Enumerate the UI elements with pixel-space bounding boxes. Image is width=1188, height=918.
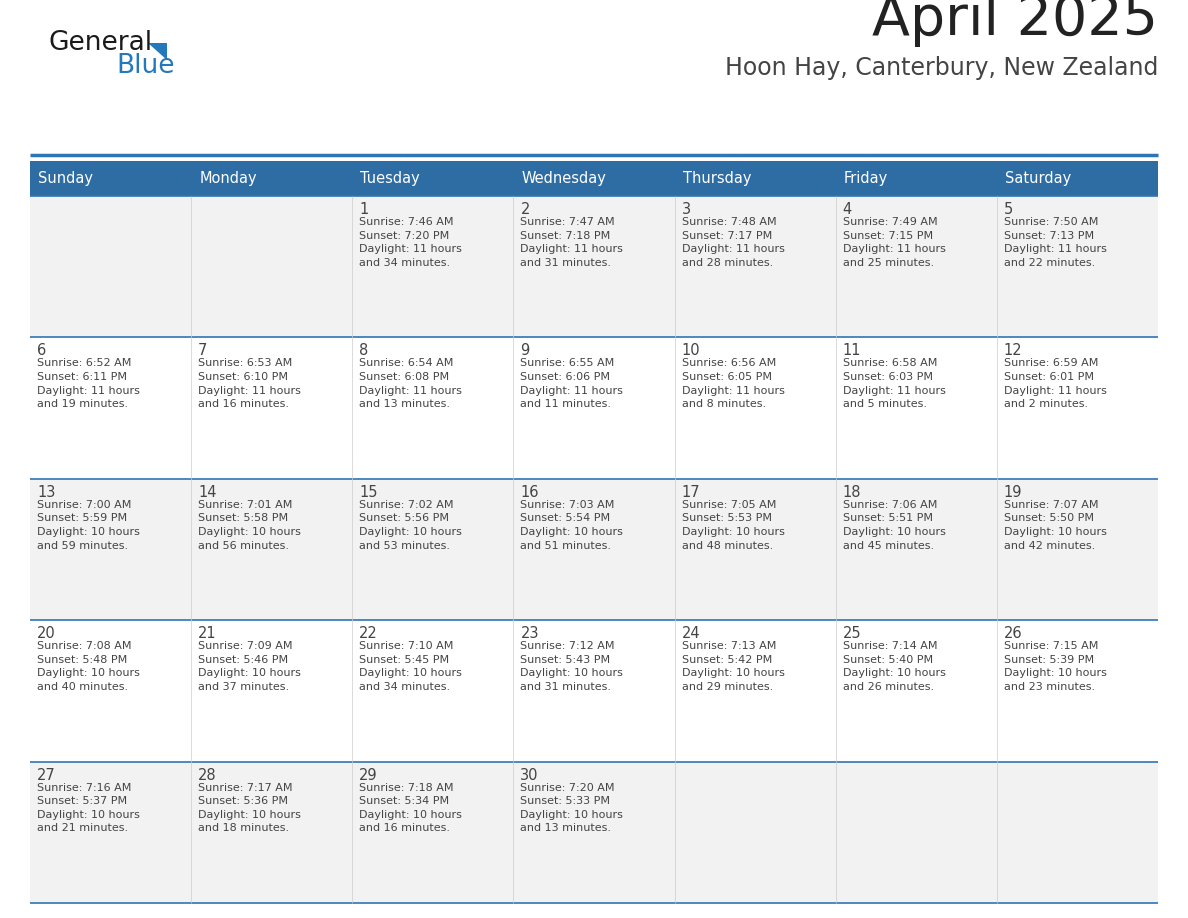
Bar [30, 621, 1158, 762]
Text: 28: 28 [198, 767, 216, 783]
Text: 22: 22 [359, 626, 378, 641]
Text: Sunrise: 7:18 AM
Sunset: 5:34 PM
Daylight: 10 hours
and 16 minutes.: Sunrise: 7:18 AM Sunset: 5:34 PM Dayligh… [359, 783, 462, 834]
Text: Sunrise: 7:03 AM
Sunset: 5:54 PM
Daylight: 10 hours
and 51 minutes.: Sunrise: 7:03 AM Sunset: 5:54 PM Dayligh… [520, 499, 624, 551]
Text: 25: 25 [842, 626, 861, 641]
Text: Monday: Monday [200, 171, 257, 186]
Text: 29: 29 [359, 767, 378, 783]
Text: Sunrise: 7:17 AM
Sunset: 5:36 PM
Daylight: 10 hours
and 18 minutes.: Sunrise: 7:17 AM Sunset: 5:36 PM Dayligh… [198, 783, 301, 834]
Polygon shape [148, 43, 168, 60]
Text: Sunrise: 6:56 AM
Sunset: 6:05 PM
Daylight: 11 hours
and 8 minutes.: Sunrise: 6:56 AM Sunset: 6:05 PM Dayligh… [682, 358, 784, 409]
Text: Sunday: Sunday [38, 171, 93, 186]
Text: Hoon Hay, Canterbury, New Zealand: Hoon Hay, Canterbury, New Zealand [725, 56, 1158, 80]
Text: 23: 23 [520, 626, 539, 641]
Bar [30, 479, 1158, 621]
Bar [30, 161, 1158, 196]
Text: Sunrise: 7:48 AM
Sunset: 7:17 PM
Daylight: 11 hours
and 28 minutes.: Sunrise: 7:48 AM Sunset: 7:17 PM Dayligh… [682, 217, 784, 268]
Text: Sunrise: 7:47 AM
Sunset: 7:18 PM
Daylight: 11 hours
and 31 minutes.: Sunrise: 7:47 AM Sunset: 7:18 PM Dayligh… [520, 217, 624, 268]
Text: 3: 3 [682, 202, 690, 217]
Text: Sunrise: 7:14 AM
Sunset: 5:40 PM
Daylight: 10 hours
and 26 minutes.: Sunrise: 7:14 AM Sunset: 5:40 PM Dayligh… [842, 641, 946, 692]
Text: Sunrise: 7:13 AM
Sunset: 5:42 PM
Daylight: 10 hours
and 29 minutes.: Sunrise: 7:13 AM Sunset: 5:42 PM Dayligh… [682, 641, 784, 692]
Text: 11: 11 [842, 343, 861, 358]
Text: Sunrise: 7:20 AM
Sunset: 5:33 PM
Daylight: 10 hours
and 13 minutes.: Sunrise: 7:20 AM Sunset: 5:33 PM Dayligh… [520, 783, 624, 834]
Text: General: General [48, 30, 152, 56]
Text: 8: 8 [359, 343, 368, 358]
Text: Sunrise: 6:54 AM
Sunset: 6:08 PM
Daylight: 11 hours
and 13 minutes.: Sunrise: 6:54 AM Sunset: 6:08 PM Dayligh… [359, 358, 462, 409]
Text: 1: 1 [359, 202, 368, 217]
Text: Sunrise: 7:01 AM
Sunset: 5:58 PM
Daylight: 10 hours
and 56 minutes.: Sunrise: 7:01 AM Sunset: 5:58 PM Dayligh… [198, 499, 301, 551]
Text: 6: 6 [37, 343, 46, 358]
Text: 26: 26 [1004, 626, 1023, 641]
Text: Thursday: Thursday [683, 171, 751, 186]
Text: 17: 17 [682, 485, 700, 499]
Bar [30, 196, 1158, 338]
Text: Sunrise: 6:52 AM
Sunset: 6:11 PM
Daylight: 11 hours
and 19 minutes.: Sunrise: 6:52 AM Sunset: 6:11 PM Dayligh… [37, 358, 140, 409]
Text: 24: 24 [682, 626, 700, 641]
Text: Sunrise: 7:07 AM
Sunset: 5:50 PM
Daylight: 10 hours
and 42 minutes.: Sunrise: 7:07 AM Sunset: 5:50 PM Dayligh… [1004, 499, 1107, 551]
Text: Sunrise: 7:12 AM
Sunset: 5:43 PM
Daylight: 10 hours
and 31 minutes.: Sunrise: 7:12 AM Sunset: 5:43 PM Dayligh… [520, 641, 624, 692]
Text: Sunrise: 6:55 AM
Sunset: 6:06 PM
Daylight: 11 hours
and 11 minutes.: Sunrise: 6:55 AM Sunset: 6:06 PM Dayligh… [520, 358, 624, 409]
Text: 30: 30 [520, 767, 539, 783]
Text: Sunrise: 7:08 AM
Sunset: 5:48 PM
Daylight: 10 hours
and 40 minutes.: Sunrise: 7:08 AM Sunset: 5:48 PM Dayligh… [37, 641, 140, 692]
Text: Sunrise: 7:06 AM
Sunset: 5:51 PM
Daylight: 10 hours
and 45 minutes.: Sunrise: 7:06 AM Sunset: 5:51 PM Dayligh… [842, 499, 946, 551]
Text: Sunrise: 6:53 AM
Sunset: 6:10 PM
Daylight: 11 hours
and 16 minutes.: Sunrise: 6:53 AM Sunset: 6:10 PM Dayligh… [198, 358, 301, 409]
Text: 15: 15 [359, 485, 378, 499]
Text: Sunrise: 7:16 AM
Sunset: 5:37 PM
Daylight: 10 hours
and 21 minutes.: Sunrise: 7:16 AM Sunset: 5:37 PM Dayligh… [37, 783, 140, 834]
Text: Tuesday: Tuesday [360, 171, 421, 186]
Text: Sunrise: 7:50 AM
Sunset: 7:13 PM
Daylight: 11 hours
and 22 minutes.: Sunrise: 7:50 AM Sunset: 7:13 PM Dayligh… [1004, 217, 1107, 268]
Text: Wednesday: Wednesday [522, 171, 606, 186]
Text: Sunrise: 6:58 AM
Sunset: 6:03 PM
Daylight: 11 hours
and 5 minutes.: Sunrise: 6:58 AM Sunset: 6:03 PM Dayligh… [842, 358, 946, 409]
Text: 4: 4 [842, 202, 852, 217]
Text: 12: 12 [1004, 343, 1023, 358]
Text: April 2025: April 2025 [872, 0, 1158, 47]
Text: Blue: Blue [116, 53, 175, 79]
Text: Sunrise: 7:02 AM
Sunset: 5:56 PM
Daylight: 10 hours
and 53 minutes.: Sunrise: 7:02 AM Sunset: 5:56 PM Dayligh… [359, 499, 462, 551]
Text: 16: 16 [520, 485, 539, 499]
Text: 18: 18 [842, 485, 861, 499]
Text: Friday: Friday [843, 171, 887, 186]
Text: 13: 13 [37, 485, 56, 499]
Text: 2: 2 [520, 202, 530, 217]
Text: 5: 5 [1004, 202, 1013, 217]
Bar [30, 338, 1158, 479]
Text: 7: 7 [198, 343, 208, 358]
Text: 20: 20 [37, 626, 56, 641]
Text: Sunrise: 7:09 AM
Sunset: 5:46 PM
Daylight: 10 hours
and 37 minutes.: Sunrise: 7:09 AM Sunset: 5:46 PM Dayligh… [198, 641, 301, 692]
Text: Sunrise: 7:49 AM
Sunset: 7:15 PM
Daylight: 11 hours
and 25 minutes.: Sunrise: 7:49 AM Sunset: 7:15 PM Dayligh… [842, 217, 946, 268]
Text: 27: 27 [37, 767, 56, 783]
Text: Sunrise: 7:05 AM
Sunset: 5:53 PM
Daylight: 10 hours
and 48 minutes.: Sunrise: 7:05 AM Sunset: 5:53 PM Dayligh… [682, 499, 784, 551]
Text: Sunrise: 6:59 AM
Sunset: 6:01 PM
Daylight: 11 hours
and 2 minutes.: Sunrise: 6:59 AM Sunset: 6:01 PM Dayligh… [1004, 358, 1107, 409]
Text: 19: 19 [1004, 485, 1023, 499]
Text: Sunrise: 7:10 AM
Sunset: 5:45 PM
Daylight: 10 hours
and 34 minutes.: Sunrise: 7:10 AM Sunset: 5:45 PM Dayligh… [359, 641, 462, 692]
Text: Sunrise: 7:00 AM
Sunset: 5:59 PM
Daylight: 10 hours
and 59 minutes.: Sunrise: 7:00 AM Sunset: 5:59 PM Dayligh… [37, 499, 140, 551]
Text: Sunrise: 7:46 AM
Sunset: 7:20 PM
Daylight: 11 hours
and 34 minutes.: Sunrise: 7:46 AM Sunset: 7:20 PM Dayligh… [359, 217, 462, 268]
Text: 9: 9 [520, 343, 530, 358]
Bar [30, 762, 1158, 903]
Text: Saturday: Saturday [1005, 171, 1072, 186]
Text: 21: 21 [198, 626, 216, 641]
Text: 10: 10 [682, 343, 700, 358]
Text: 14: 14 [198, 485, 216, 499]
Text: Sunrise: 7:15 AM
Sunset: 5:39 PM
Daylight: 10 hours
and 23 minutes.: Sunrise: 7:15 AM Sunset: 5:39 PM Dayligh… [1004, 641, 1107, 692]
